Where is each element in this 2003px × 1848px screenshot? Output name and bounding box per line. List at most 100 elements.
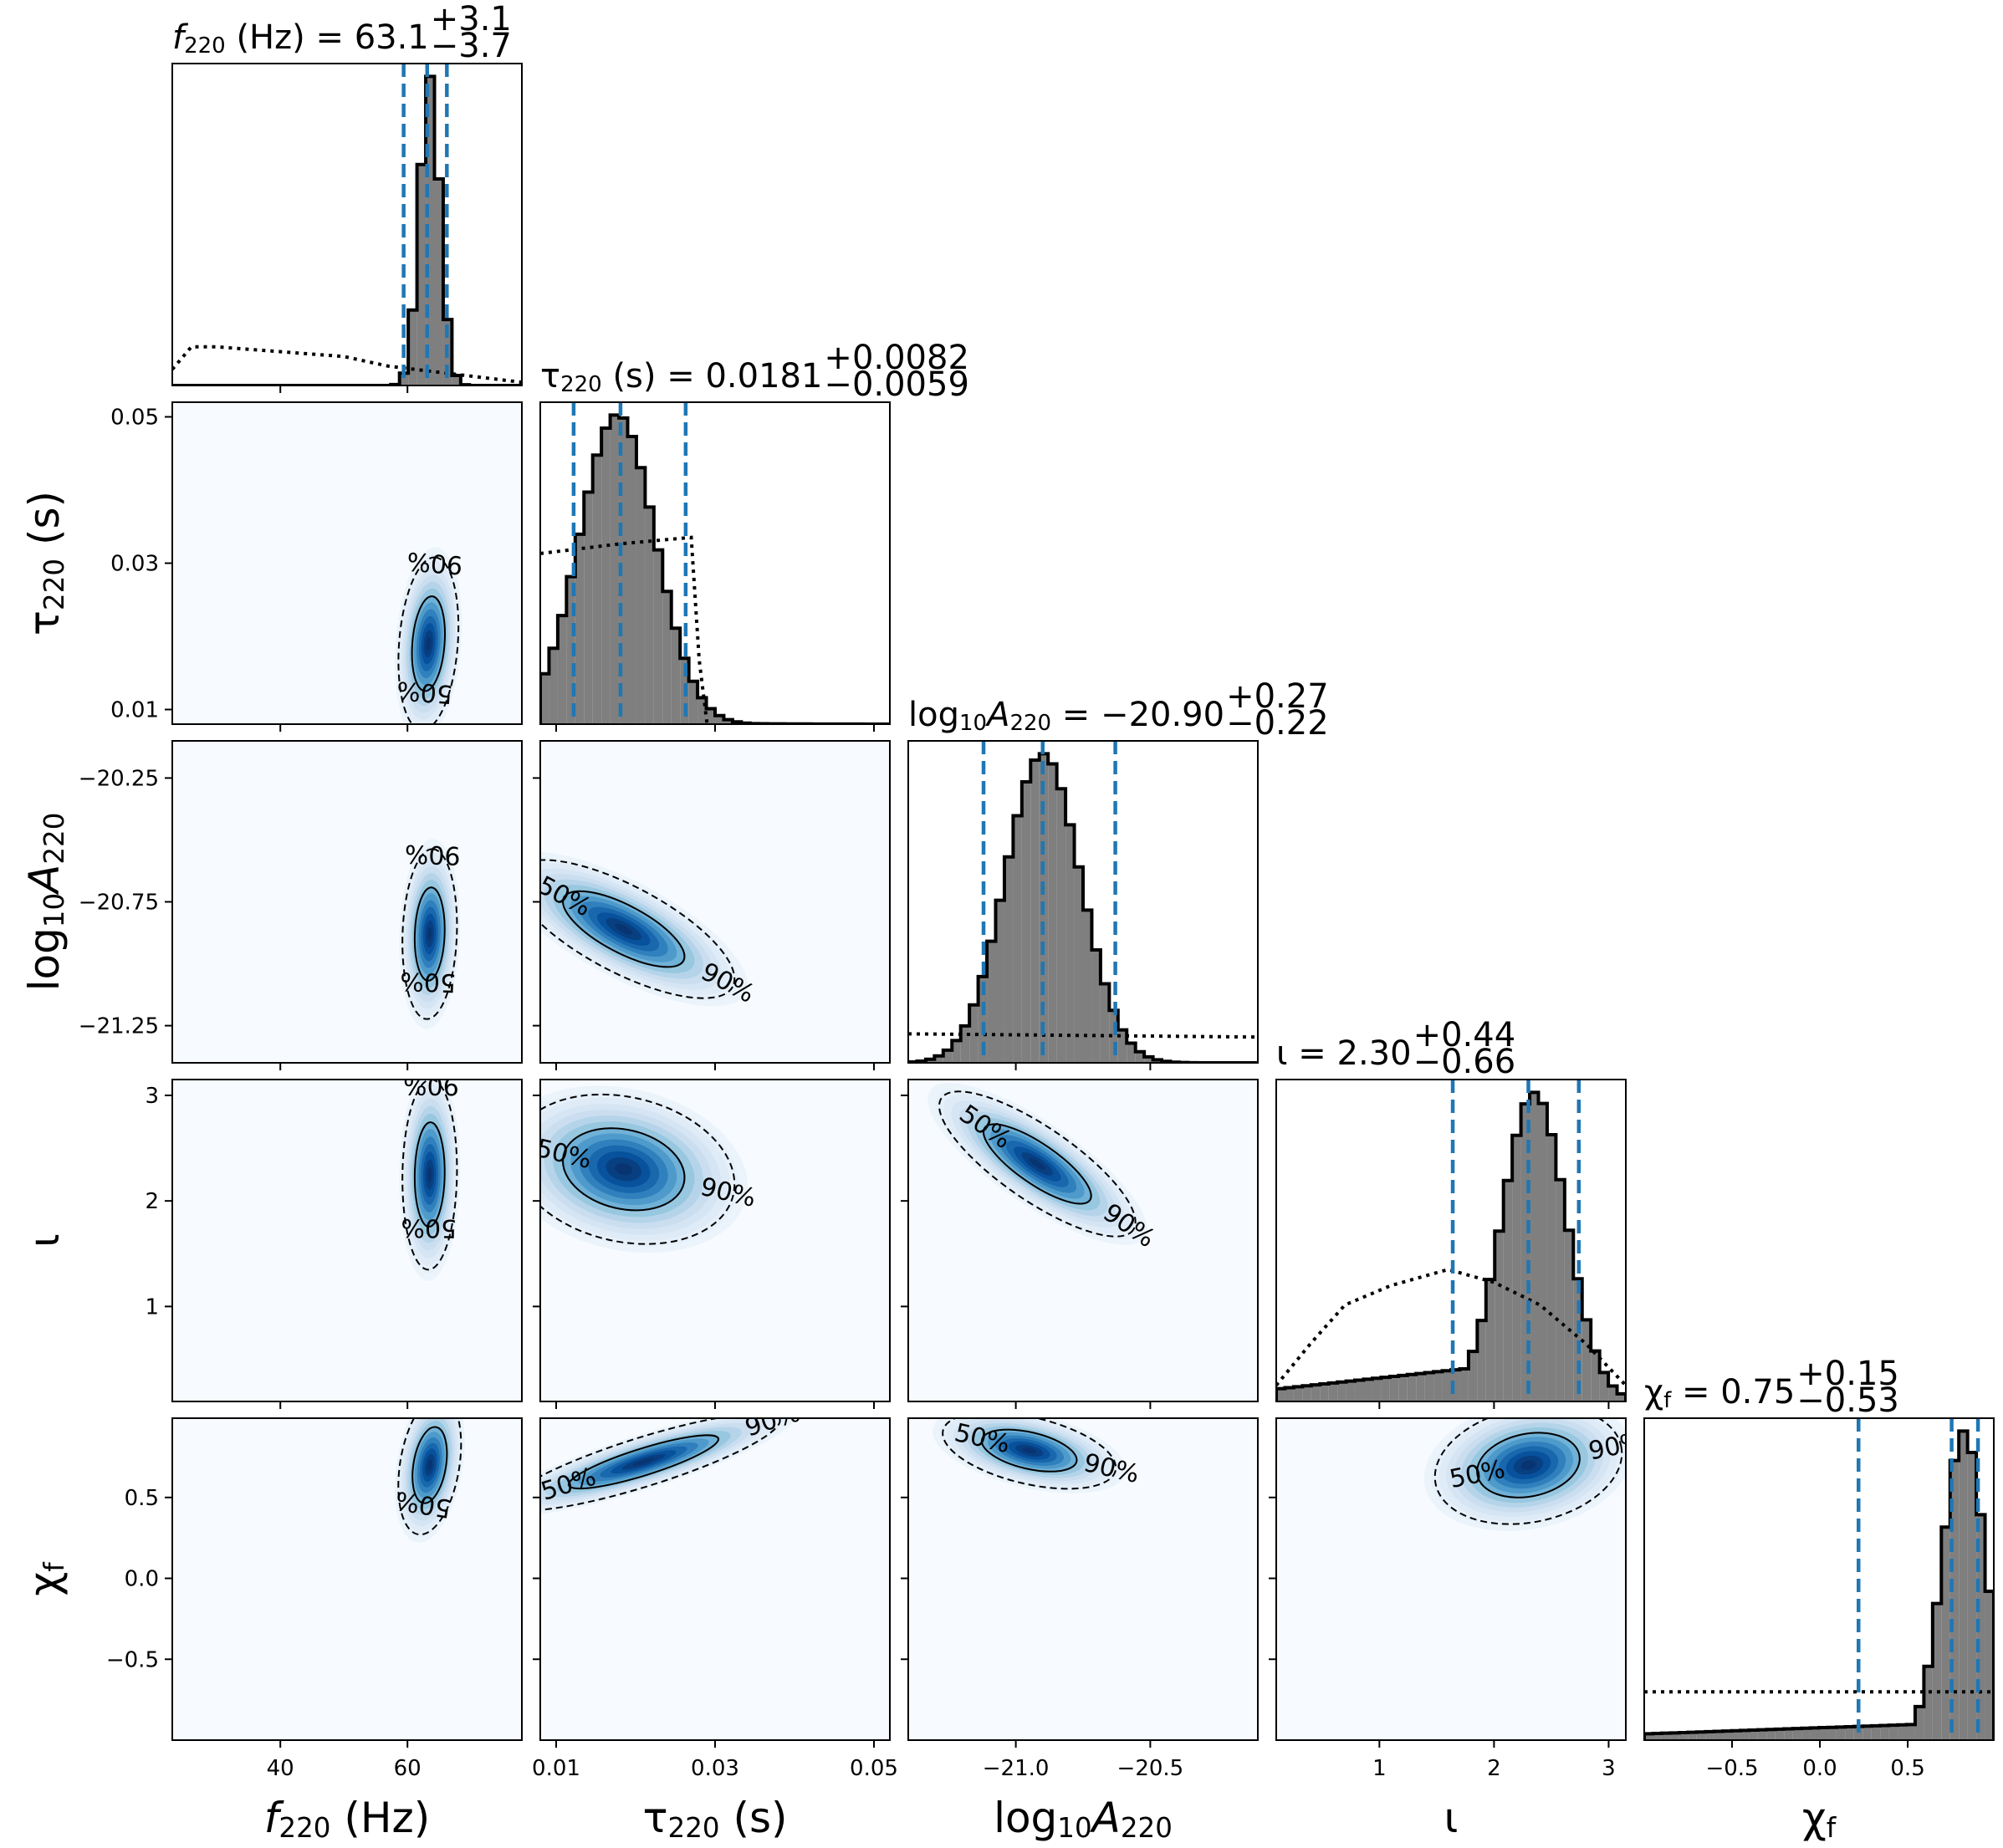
histogram-bar — [1144, 1056, 1153, 1063]
label-subscript: 220 — [38, 559, 70, 610]
histogram-bar — [549, 648, 558, 724]
histogram-bar — [1819, 1728, 1828, 1740]
title-median: 0.0181 — [705, 357, 822, 396]
joint-panel-f220-logA220: 50% 90% −21.25 −20.75 −20.25 — [79, 740, 523, 1070]
histogram-bar — [1880, 1725, 1889, 1740]
prior-curve — [172, 345, 522, 385]
histogram-bar — [1389, 1376, 1399, 1401]
title-upper-error: +0.27 — [1226, 677, 1329, 716]
histogram-bar — [1468, 1351, 1478, 1401]
contour-50 — [980, 1428, 1078, 1473]
title-median: 0.75 — [1720, 1373, 1795, 1412]
histogram-bar — [1346, 1381, 1356, 1401]
title-lower-error: −0.0059 — [824, 365, 968, 404]
title-median: −20.90 — [1101, 696, 1224, 734]
histogram-bar — [1302, 1386, 1311, 1401]
histogram-bar — [1775, 1728, 1785, 1740]
histogram-bar — [1784, 1728, 1793, 1740]
histogram-bar — [1871, 1725, 1881, 1740]
x-axis-label-iota: ι — [1444, 1794, 1459, 1842]
x-tick-label: 0.03 — [691, 1756, 739, 1781]
histogram-bar — [1485, 1279, 1495, 1401]
label-part: (Hz) — [226, 18, 305, 57]
density-level — [426, 636, 432, 651]
histogram-bar — [1520, 1104, 1530, 1401]
density-level — [1022, 1447, 1036, 1454]
histogram-bar — [1407, 1374, 1417, 1401]
histogram-bar — [1749, 1730, 1758, 1740]
histogram-bar — [1599, 1372, 1609, 1401]
joint-panel-f220-iota: 50% 90% 1 2 3 — [145, 1079, 523, 1409]
joint-panel-tau220-iota: 50%90% — [533, 1079, 891, 1409]
histogram-bar — [1661, 1733, 1671, 1740]
contour-50 — [982, 1123, 1092, 1205]
histogram-bar — [1644, 1733, 1653, 1740]
y-tick-label: −20.25 — [79, 766, 159, 791]
label-part: (Hz) — [330, 1794, 430, 1842]
label-part: A — [1090, 1794, 1121, 1842]
histogram-bar — [1556, 1179, 1565, 1401]
x-tick-label: −0.5 — [1705, 1756, 1758, 1781]
panel-frame — [171, 63, 523, 386]
histogram-bar — [1372, 1378, 1382, 1401]
y-tick-label: −0.5 — [106, 1647, 159, 1672]
density-background — [172, 402, 522, 724]
x-axis-label-chif: χf — [1802, 1794, 1837, 1844]
histogram-bar — [1013, 815, 1022, 1063]
histogram-bar — [1030, 759, 1040, 1063]
y-tick-label: 0.05 — [110, 406, 159, 431]
histogram-bar — [723, 719, 733, 724]
label-part: (s) — [20, 491, 69, 559]
histogram-bar — [1617, 1393, 1626, 1401]
histogram-bar — [1100, 983, 1110, 1063]
panel-frame — [171, 1079, 523, 1402]
histogram-bar — [1985, 1591, 1994, 1740]
histogram-bar — [1328, 1382, 1338, 1401]
title-upper-error: +0.0082 — [824, 339, 968, 377]
histogram-bar — [1967, 1452, 1977, 1740]
contour-50 — [413, 1121, 446, 1228]
density-level — [1029, 1158, 1045, 1170]
histogram-bar — [706, 708, 715, 724]
histogram-bar — [987, 941, 996, 1063]
y-axis-label-iota: ι — [20, 1233, 69, 1248]
label-part: χ — [20, 1572, 69, 1596]
density-level — [427, 1459, 432, 1471]
title-median: 63.1 — [355, 18, 429, 57]
histogram-bar — [1424, 1372, 1434, 1401]
histogram-bar — [1109, 1010, 1118, 1063]
histogram-bar — [1853, 1726, 1863, 1740]
histogram-bar — [636, 467, 646, 724]
histogram-bar — [592, 455, 602, 724]
histogram-bar — [697, 697, 707, 724]
histogram-bar — [715, 715, 724, 724]
x-axis-label-tau220: τ220 (s) — [642, 1794, 787, 1844]
histogram-bar — [1285, 1387, 1294, 1401]
density-level — [632, 1457, 655, 1466]
histogram-bar — [1276, 1388, 1285, 1401]
histogram-bar — [1459, 1368, 1469, 1401]
histogram-bar — [557, 615, 567, 724]
histogram-bar — [1740, 1730, 1750, 1740]
histogram-bar — [1845, 1726, 1854, 1740]
histogram-bar — [1398, 1375, 1408, 1401]
label-subscript: 220 — [38, 813, 70, 865]
joint-panel-f220-tau220: 50% 90% 0.01 0.03 0.05 — [110, 401, 523, 732]
contour-90 — [540, 1418, 781, 1512]
x-tick-label: 60 — [394, 1756, 422, 1781]
label-subscript: 220 — [278, 1812, 330, 1844]
histogram-bar — [426, 76, 435, 385]
histogram-bar — [1924, 1666, 1933, 1740]
title-lower-error: −0.53 — [1796, 1381, 1899, 1420]
marginal-title: τ220 (s) = 0.0181 — [540, 357, 822, 397]
y-tick-label: 1 — [145, 1294, 159, 1320]
histogram-bar — [1083, 910, 1092, 1063]
histogram-bar — [978, 976, 988, 1063]
label-part: (s) — [720, 1794, 788, 1842]
label-part: ι — [20, 1233, 69, 1248]
histogram-bar — [1381, 1377, 1390, 1401]
histogram-bar — [1573, 1279, 1582, 1401]
label-part: τ — [20, 610, 69, 636]
histogram-bar — [1827, 1727, 1837, 1740]
histogram-bar — [1766, 1729, 1776, 1740]
